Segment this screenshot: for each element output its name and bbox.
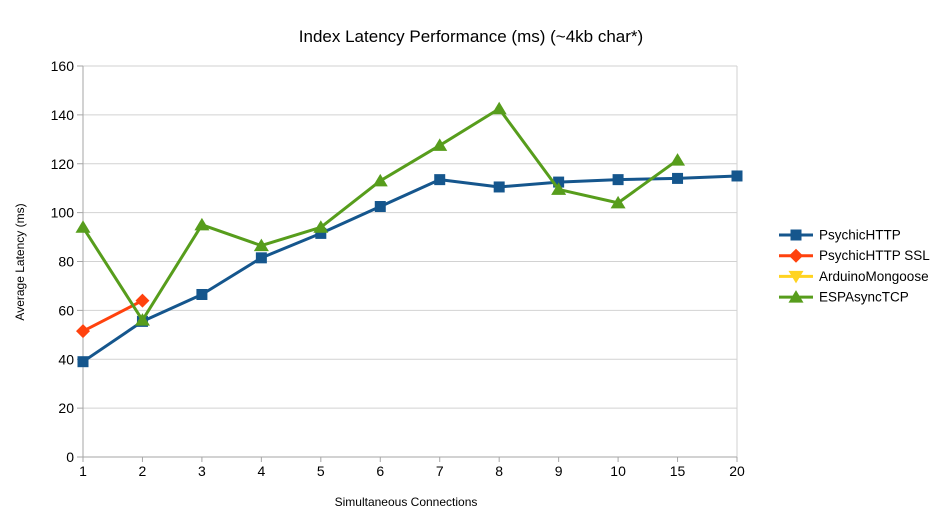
data-point-marker <box>610 195 626 209</box>
data-point-marker <box>551 182 567 195</box>
axis-label-layer: 0 20 40 60 80 100 120 140 160 1 2 3 4 5 6 7 8 9 10 15 20 <box>51 58 745 479</box>
data-point-marker <box>670 153 686 166</box>
data-point-marker <box>374 201 386 213</box>
x-axis-tick-label: 10 <box>610 463 626 479</box>
legend-label: PsychicHTTP SSL <box>819 248 930 263</box>
legend-marker <box>788 290 804 303</box>
legend-marker <box>788 270 804 284</box>
legend-item: PsychicHTTP SSL <box>779 248 930 263</box>
grid-layer <box>83 65 738 457</box>
series-line <box>81 107 680 322</box>
y-axis-tick-label: 100 <box>51 205 75 221</box>
data-point-marker <box>493 181 505 193</box>
y-axis-tick-label: 40 <box>58 351 74 367</box>
x-axis-tick-label: 3 <box>198 463 206 479</box>
data-point-marker <box>196 288 208 300</box>
series-line <box>81 174 739 364</box>
data-point-marker <box>313 220 329 233</box>
data-point-marker <box>434 174 446 186</box>
data-point-marker <box>255 252 267 264</box>
x-axis-tick-label: 7 <box>436 463 444 479</box>
y-axis-tick-label: 0 <box>66 449 74 465</box>
data-point-marker <box>77 356 89 368</box>
legend-item: ESPAsyncTCP <box>779 290 909 305</box>
data-point-marker <box>75 220 91 233</box>
data-point-marker <box>76 324 90 339</box>
legend: PsychicHTTP PsychicHTTP SSL ArduinoMongoos… <box>779 228 930 305</box>
axis-layer <box>77 65 738 462</box>
legend-marker <box>789 248 803 263</box>
legend-item: ArduinoMongoose <box>779 269 929 284</box>
x-axis-tick-label: 2 <box>139 463 147 479</box>
data-point-marker <box>253 238 269 252</box>
legend-label: ESPAsyncTCP <box>819 290 909 305</box>
legend-marker <box>790 229 802 241</box>
x-axis-tick-label: 20 <box>729 463 745 479</box>
legend-item: PsychicHTTP <box>779 228 901 243</box>
x-axis-tick-label: 8 <box>495 463 503 479</box>
y-axis-tick-label: 20 <box>58 400 74 416</box>
y-axis-tick-label: 140 <box>51 107 75 123</box>
series-espasynctcp <box>75 101 686 326</box>
legend-label: PsychicHTTP <box>819 228 901 243</box>
data-point-marker <box>372 173 388 187</box>
data-point-marker <box>315 227 327 239</box>
data-point-marker <box>553 176 565 188</box>
x-axis-tick-label: 9 <box>555 463 563 479</box>
data-point-marker <box>491 101 507 115</box>
x-axis-title: Simultaneous Connections <box>335 495 478 509</box>
legend-label: ArduinoMongoose <box>819 269 929 284</box>
y-axis-tick-label: 60 <box>58 302 74 318</box>
series-psychichttp <box>77 170 743 368</box>
x-axis-tick-label: 1 <box>79 463 87 479</box>
x-axis-tick-label: 4 <box>257 463 265 479</box>
y-axis-tick-label: 160 <box>51 58 75 74</box>
y-axis-tick-label: 120 <box>51 156 75 172</box>
data-point-marker <box>432 138 448 151</box>
series-layer <box>75 101 743 368</box>
x-axis-tick-label: 6 <box>376 463 384 479</box>
data-point-marker <box>731 170 743 182</box>
data-point-marker <box>672 172 684 184</box>
data-point-marker <box>134 313 150 326</box>
data-point-marker <box>612 174 624 186</box>
x-axis-tick-label: 5 <box>317 463 325 479</box>
x-axis-tick-label: 15 <box>670 463 686 479</box>
chart-title: Index Latency Performance (ms) (~4kb cha… <box>299 27 643 46</box>
data-point-marker <box>194 217 210 231</box>
y-axis-tick-label: 80 <box>58 254 74 270</box>
data-point-marker <box>135 293 150 308</box>
y-axis-title: Average Latency (ms) <box>13 203 27 320</box>
